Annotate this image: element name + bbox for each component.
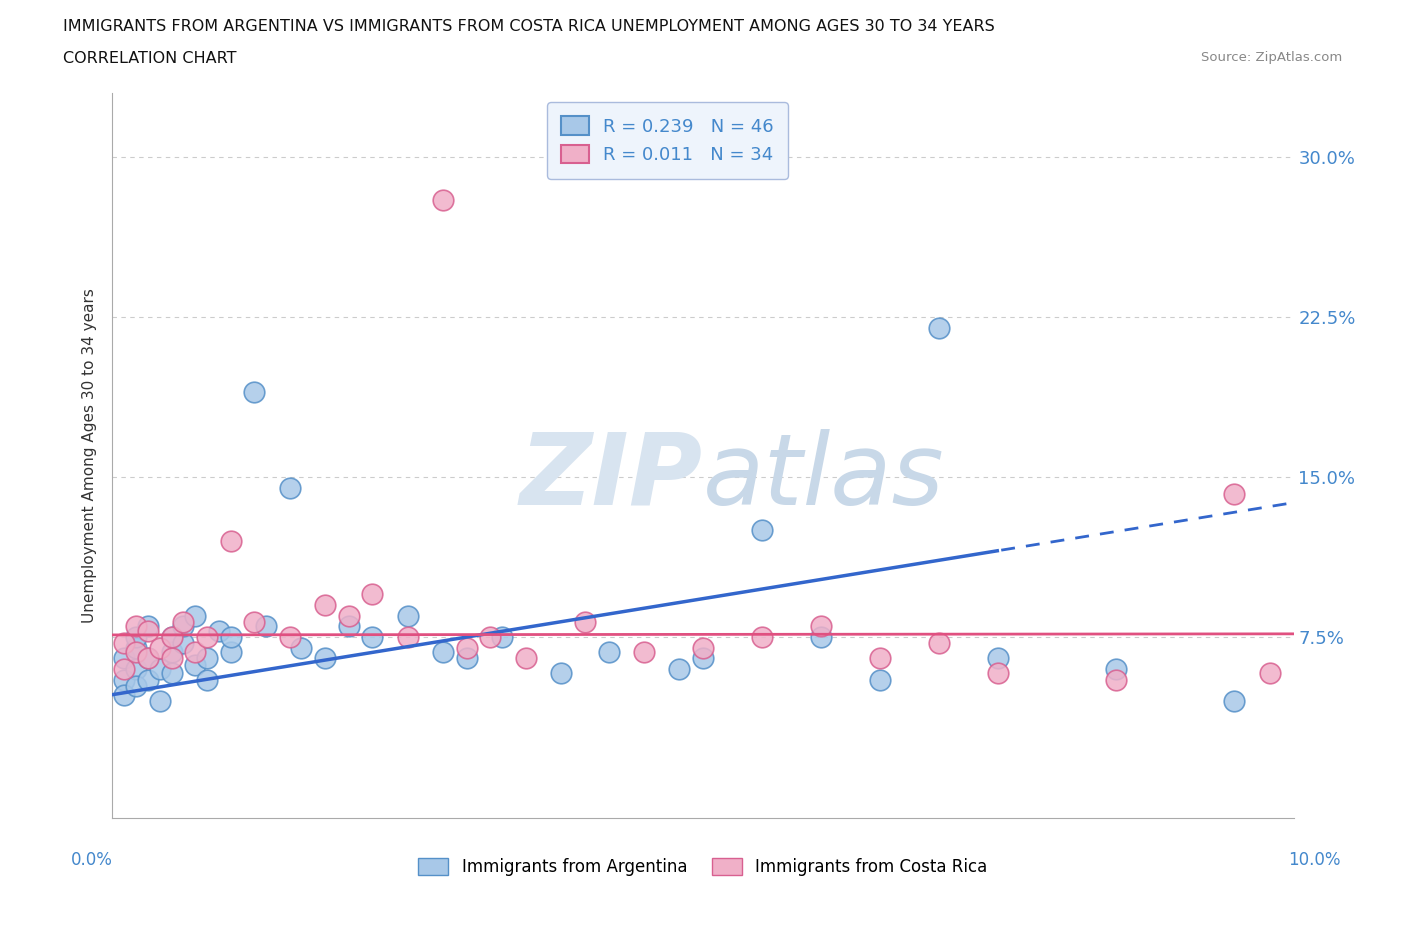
Point	[184, 608, 207, 623]
Point	[149, 694, 172, 709]
Point	[160, 644, 183, 659]
Text: CORRELATION CHART: CORRELATION CHART	[63, 51, 236, 66]
Point	[491, 630, 513, 644]
Point	[1223, 486, 1246, 501]
Text: IMMIGRANTS FROM ARGENTINA VS IMMIGRANTS FROM COSTA RICA UNEMPLOYMENT AMONG AGES : IMMIGRANTS FROM ARGENTINA VS IMMIGRANTS …	[63, 19, 995, 33]
Text: ZIP: ZIP	[520, 429, 703, 526]
Point	[278, 480, 301, 495]
Point	[337, 608, 360, 623]
Point	[479, 630, 502, 644]
Point	[869, 672, 891, 687]
Point	[515, 651, 537, 666]
Point	[278, 630, 301, 644]
Point	[751, 630, 773, 644]
Point	[160, 630, 183, 644]
Point	[219, 630, 242, 644]
Point	[574, 615, 596, 630]
Point	[1258, 666, 1281, 681]
Point	[810, 619, 832, 634]
Point	[432, 644, 454, 659]
Point	[112, 672, 135, 687]
Point	[456, 640, 478, 655]
Point	[396, 608, 419, 623]
Point	[243, 615, 266, 630]
Point	[361, 587, 384, 602]
Point	[1105, 661, 1128, 676]
Point	[456, 651, 478, 666]
Point	[219, 534, 242, 549]
Point	[184, 658, 207, 672]
Point	[160, 630, 183, 644]
Point	[112, 687, 135, 702]
Point	[987, 651, 1010, 666]
Point	[928, 320, 950, 335]
Point	[928, 636, 950, 651]
Point	[125, 644, 148, 659]
Point	[243, 384, 266, 399]
Point	[219, 644, 242, 659]
Point	[160, 666, 183, 681]
Point	[987, 666, 1010, 681]
Y-axis label: Unemployment Among Ages 30 to 34 years: Unemployment Among Ages 30 to 34 years	[82, 288, 97, 623]
Point	[160, 651, 183, 666]
Point	[290, 640, 312, 655]
Point	[195, 651, 218, 666]
Point	[149, 640, 172, 655]
Point	[1223, 694, 1246, 709]
Point	[432, 193, 454, 207]
Legend: Immigrants from Argentina, Immigrants from Costa Rica: Immigrants from Argentina, Immigrants fr…	[412, 851, 994, 883]
Point	[149, 661, 172, 676]
Point	[195, 672, 218, 687]
Point	[751, 523, 773, 538]
Text: 10.0%: 10.0%	[1288, 851, 1341, 869]
Point	[810, 630, 832, 644]
Point	[314, 598, 336, 613]
Point	[668, 661, 690, 676]
Point	[136, 651, 159, 666]
Point	[314, 651, 336, 666]
Point	[112, 636, 135, 651]
Point	[337, 619, 360, 634]
Point	[125, 619, 148, 634]
Point	[172, 619, 194, 634]
Point	[184, 644, 207, 659]
Point	[112, 651, 135, 666]
Point	[125, 679, 148, 694]
Point	[254, 619, 277, 634]
Point	[208, 623, 231, 638]
Point	[172, 636, 194, 651]
Text: Source: ZipAtlas.com: Source: ZipAtlas.com	[1202, 51, 1343, 64]
Text: 0.0%: 0.0%	[70, 851, 112, 869]
Point	[136, 623, 159, 638]
Point	[869, 651, 891, 666]
Point	[136, 619, 159, 634]
Point	[125, 661, 148, 676]
Point	[1105, 672, 1128, 687]
Point	[125, 630, 148, 644]
Point	[172, 615, 194, 630]
Point	[136, 672, 159, 687]
Point	[396, 630, 419, 644]
Point	[633, 644, 655, 659]
Point	[361, 630, 384, 644]
Point	[692, 640, 714, 655]
Point	[136, 651, 159, 666]
Point	[195, 630, 218, 644]
Text: atlas: atlas	[703, 429, 945, 526]
Point	[550, 666, 572, 681]
Point	[112, 661, 135, 676]
Point	[598, 644, 620, 659]
Point	[125, 640, 148, 655]
Point	[692, 651, 714, 666]
